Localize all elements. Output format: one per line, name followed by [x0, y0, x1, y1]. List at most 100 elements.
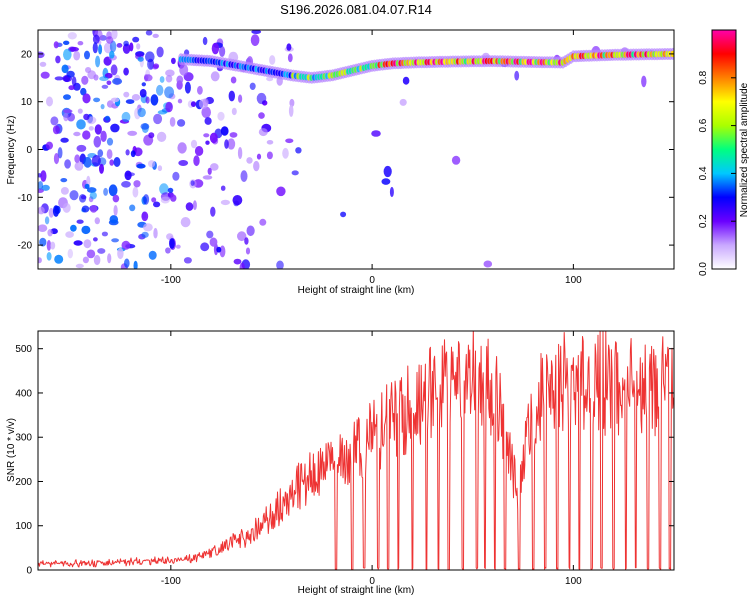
noise-speckle [53, 153, 60, 165]
noise-speckle [75, 263, 84, 269]
noise-speckle [109, 215, 119, 224]
y-tick-label: 0 [26, 145, 32, 156]
noise-speckle [112, 194, 120, 203]
noise-speckle [136, 163, 146, 169]
noise-speckle [57, 147, 63, 159]
noise-speckle [150, 94, 159, 106]
noise-speckle [156, 46, 164, 58]
noise-speckle [74, 154, 81, 164]
snr-series-line [38, 331, 674, 570]
noise-speckle [64, 159, 71, 169]
noise-speckle [148, 250, 157, 260]
noise-speckle [289, 98, 295, 107]
noise-speckle [89, 191, 97, 200]
noise-speckle [167, 187, 174, 193]
noise-speckle [62, 40, 70, 45]
noise-speckle [125, 99, 135, 104]
noise-speckle [81, 75, 89, 85]
noise-speckle [38, 181, 44, 190]
noise-speckle [60, 187, 69, 195]
noise-speckle [178, 160, 189, 166]
noise-speckle [60, 137, 69, 143]
snr-y-label: SNR (10 * v/v) [6, 418, 17, 482]
noise-speckle [82, 93, 91, 104]
noise-speckle [136, 43, 141, 50]
noise-speckle [113, 157, 121, 167]
noise-speckle [251, 30, 262, 34]
y-tick-label: -20 [18, 241, 33, 252]
noise-speckle [38, 224, 48, 232]
noise-speckle [165, 101, 173, 113]
noise-speckle [86, 249, 96, 259]
noise-speckle [133, 260, 138, 269]
noise-speckle [48, 207, 54, 218]
noise-speckle [287, 53, 293, 63]
noise-speckle [39, 61, 47, 67]
noise-speckle [113, 205, 118, 216]
noise-speckle [95, 55, 101, 68]
noise-speckle [233, 258, 242, 265]
noise-speckle [202, 36, 208, 46]
noise-speckle [73, 240, 83, 246]
noise-speckle [399, 98, 407, 106]
noise-speckle [93, 74, 99, 81]
noise-speckle [172, 171, 180, 181]
snr-x-ticks: -100 0 100 [161, 331, 582, 587]
noise-speckle [131, 94, 141, 101]
noise-speckle [381, 178, 391, 185]
noise-speckle [81, 205, 90, 213]
noise-speckle [110, 123, 120, 133]
noise-speckle [106, 149, 113, 160]
noise-speckle [192, 200, 197, 211]
noise-speckle [240, 170, 248, 182]
noise-speckle [190, 139, 198, 149]
noise-speckle [230, 76, 237, 84]
noise-speckle [63, 48, 72, 61]
colorbar: 0.0 0.2 0.4 0.6 0.8 Normalized spectral ampl… [698, 29, 750, 276]
noise-speckle [145, 30, 153, 36]
noise-speckle [69, 46, 79, 52]
noise-speckle [194, 146, 204, 156]
noise-speckle [383, 165, 392, 178]
noise-speckle [217, 111, 225, 121]
noise-speckle [389, 186, 394, 198]
noise-speckle [180, 217, 191, 228]
noise-speckle [246, 157, 253, 164]
noise-speckle [165, 247, 171, 254]
noise-speckle [117, 247, 124, 260]
noise-speckle [207, 167, 212, 175]
noise-speckle [61, 64, 69, 74]
x-tick-label: 100 [565, 576, 582, 587]
y-tick-label: 500 [15, 344, 32, 355]
noise-speckle [82, 130, 91, 140]
noise-speckle [110, 64, 118, 76]
noise-speckle [237, 147, 243, 159]
noise-speckle [210, 163, 219, 171]
noise-speckle [276, 186, 286, 197]
noise-speckle [402, 76, 410, 85]
noise-speckle [69, 190, 79, 201]
noise-speckle [156, 84, 164, 96]
noise-speckle [98, 44, 103, 55]
noise-speckle [54, 254, 64, 264]
noise-speckle [63, 112, 69, 122]
noise-speckle [71, 76, 77, 87]
noise-speckle [159, 76, 165, 83]
noise-speckle [148, 160, 156, 168]
noise-speckle [220, 185, 226, 191]
noise-speckle [73, 131, 81, 137]
noise-speckle [91, 155, 101, 167]
noise-speckle [122, 43, 131, 54]
noise-speckle [99, 163, 104, 174]
noise-speckle [282, 147, 289, 159]
noise-speckle [193, 155, 200, 167]
noise-speckle [139, 88, 147, 98]
noise-speckle [250, 34, 260, 46]
noise-speckle [203, 133, 210, 138]
noise-speckle [224, 139, 229, 149]
noise-speckle [62, 202, 71, 213]
noise-speckle [286, 43, 292, 51]
noise-speckle [76, 144, 87, 152]
spectrogram-y-ticks: -20 -10 0 10 20 [18, 49, 674, 252]
spectrogram-x-label: Height of straight line (km) [298, 285, 415, 296]
